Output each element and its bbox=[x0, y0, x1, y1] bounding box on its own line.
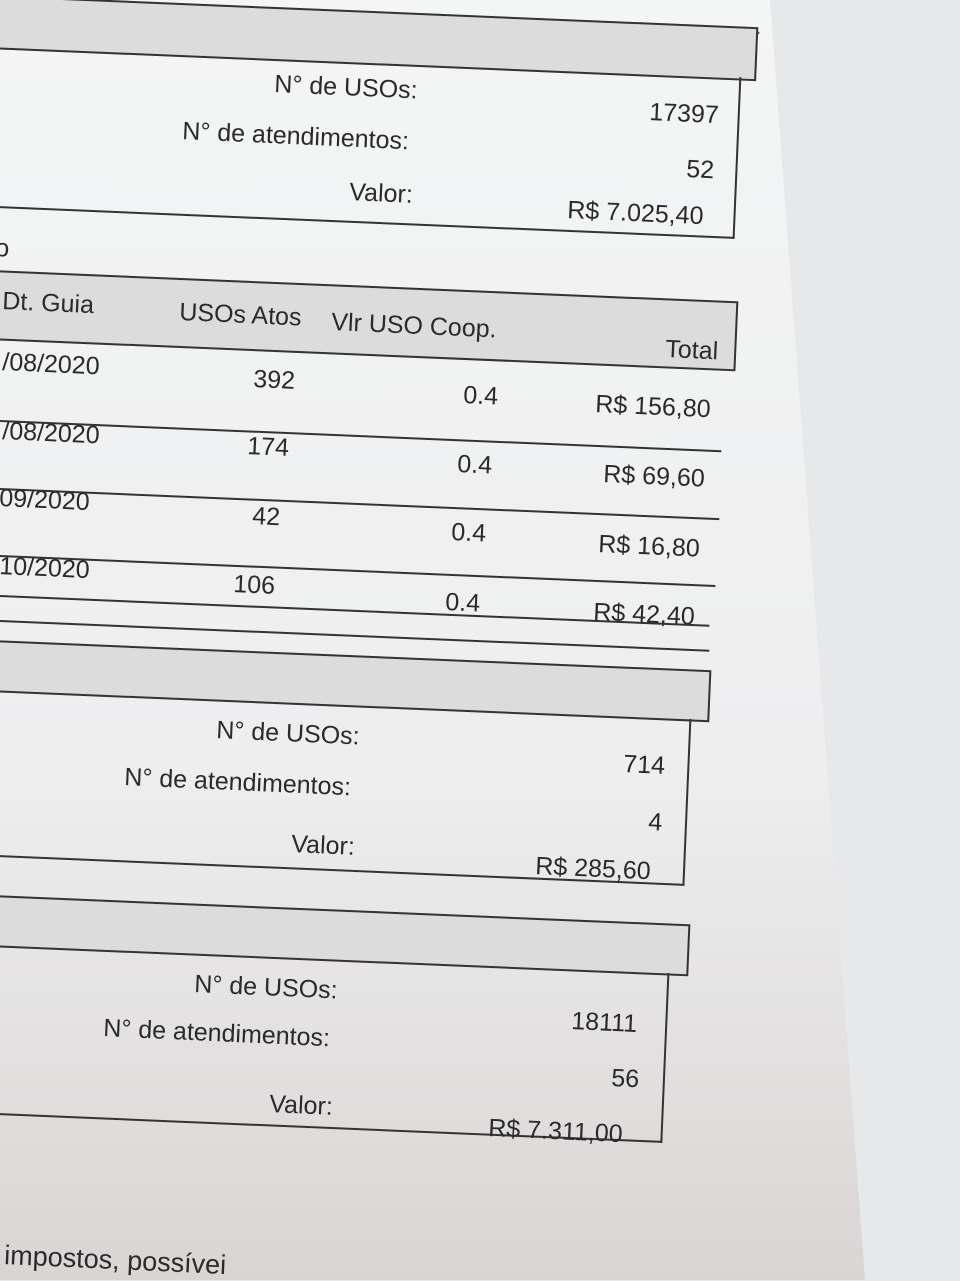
row-4-usos: 106 bbox=[232, 570, 276, 600]
row-2-usos: 174 bbox=[246, 432, 290, 462]
col-header-dt-guia: Dt. Guia bbox=[1, 287, 95, 320]
usos-value: 18111 bbox=[570, 1007, 638, 1038]
row-4-total: R$ 42,40 bbox=[592, 598, 696, 631]
usos-value: 17397 bbox=[648, 98, 720, 130]
col-header-usos-atos: USOs Atos bbox=[178, 298, 303, 332]
section-fragment: o bbox=[0, 234, 10, 263]
row-4-date: 10/2020 bbox=[0, 552, 91, 585]
row-1-total: R$ 156,80 bbox=[594, 390, 712, 424]
valor-label: Valor: bbox=[348, 178, 414, 209]
atend-value: 56 bbox=[610, 1064, 640, 1094]
row-1-usos: 392 bbox=[252, 365, 296, 395]
summary-total-box bbox=[0, 945, 670, 1143]
row-2-date: /08/2020 bbox=[1, 417, 101, 450]
row-3-usos: 42 bbox=[251, 502, 281, 532]
atend-value: 52 bbox=[685, 155, 715, 185]
valor-value: R$ 7.025,40 bbox=[566, 196, 705, 231]
valor-label: Valor: bbox=[290, 830, 356, 861]
row-1-vlr: 0.4 bbox=[462, 381, 499, 411]
col-header-total: Total bbox=[664, 335, 719, 366]
row-3-date: 09/2020 bbox=[0, 484, 91, 517]
row-2-total: R$ 69,60 bbox=[602, 460, 706, 493]
row-1-date: /08/2020 bbox=[1, 348, 101, 381]
valor-value: R$ 285,60 bbox=[534, 852, 652, 886]
valor-label: Valor: bbox=[268, 1090, 334, 1121]
row-3-vlr: 0.4 bbox=[450, 518, 487, 548]
atend-value: 4 bbox=[647, 808, 663, 837]
row-3-total: R$ 16,80 bbox=[597, 530, 701, 563]
usos-value: 714 bbox=[622, 750, 666, 780]
row-2-vlr: 0.4 bbox=[456, 450, 493, 480]
valor-value: R$ 7.311,00 bbox=[487, 1114, 624, 1149]
